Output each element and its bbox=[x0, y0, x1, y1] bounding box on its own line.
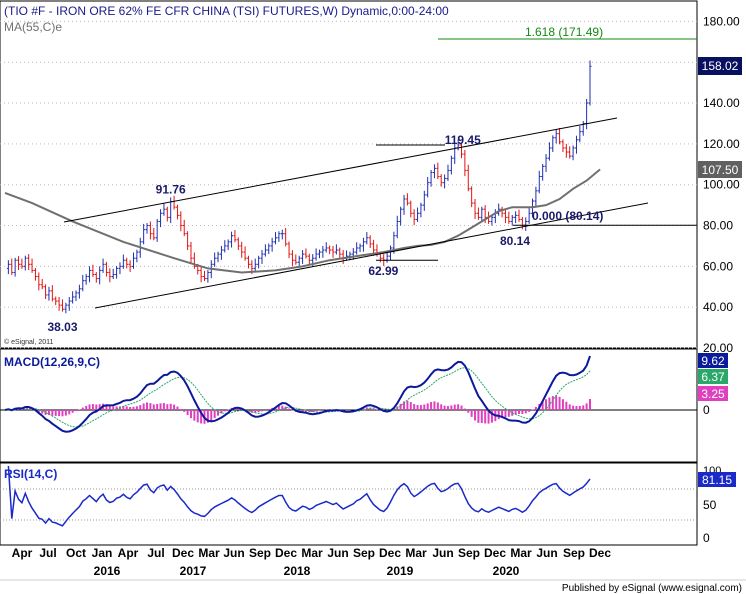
x-month-label: Apr bbox=[12, 546, 33, 560]
price-annotation: 91.76 bbox=[156, 183, 186, 197]
x-month-label: Jun bbox=[536, 546, 557, 560]
fib-zero-label: 0.000 (80.14) bbox=[532, 209, 603, 223]
x-month-label: Jul bbox=[39, 546, 56, 560]
x-year-label: 2017 bbox=[180, 564, 207, 578]
rsi-panel: RSI(14,C) 100 50 0 81.15 bbox=[0, 462, 736, 546]
x-month-label: Mar bbox=[198, 546, 220, 560]
rsi-title: RSI(14,C) bbox=[4, 467, 57, 481]
channel-upper-line bbox=[63, 117, 618, 223]
price-annotation: 80.14 bbox=[500, 234, 530, 248]
ma55-line bbox=[4, 168, 601, 274]
x-month-label: Dec bbox=[379, 546, 401, 560]
x-month-label: Dec bbox=[484, 546, 506, 560]
x-year-label: 2020 bbox=[493, 564, 520, 578]
fib-1618-label: 1.618 (171.49) bbox=[525, 25, 603, 39]
x-month-label: Mar bbox=[405, 546, 427, 560]
last-price-label: 158.02 bbox=[702, 59, 739, 73]
macd-value-box bbox=[698, 353, 728, 368]
macd-line bbox=[4, 355, 591, 433]
price-tick-label: 180.00 bbox=[703, 14, 740, 28]
x-month-label: Sep bbox=[458, 546, 480, 560]
x-month-label: Dec bbox=[275, 546, 297, 560]
price-tick-label: 40.00 bbox=[703, 300, 733, 314]
trend-channel bbox=[63, 117, 697, 309]
macd-histogram bbox=[7, 395, 591, 424]
rsi-value: 81.15 bbox=[702, 473, 732, 487]
hist-value-box bbox=[698, 386, 728, 401]
price-tick-label: 80.00 bbox=[703, 219, 733, 233]
x-month-label: Jun bbox=[223, 546, 244, 560]
x-month-label: Dec bbox=[172, 546, 194, 560]
ma-label: MA(55,C)e bbox=[4, 20, 62, 34]
x-month-label: Jul bbox=[147, 546, 164, 560]
price-panel: 180.00160.00140.00120.00100.0080.0060.00… bbox=[0, 0, 742, 355]
channel-lower-line bbox=[94, 202, 649, 309]
macd-zero-tick: 0 bbox=[703, 403, 710, 417]
price-tick-label: 100.00 bbox=[703, 178, 740, 192]
rsi-line bbox=[7, 465, 591, 527]
x-year-label: 2016 bbox=[94, 564, 121, 578]
price-tick-label: 120.00 bbox=[703, 137, 740, 151]
x-month-label: Sep bbox=[563, 546, 585, 560]
ma-value-box bbox=[698, 161, 742, 178]
hist-value: 3.25 bbox=[701, 387, 725, 401]
footer-credit: Published by eSignal (www.esignal.com) bbox=[562, 583, 742, 594]
x-year-label: 2019 bbox=[387, 564, 414, 578]
x-month-label: Sep bbox=[353, 546, 375, 560]
x-month-label: Mar bbox=[510, 546, 532, 560]
price-annotation: 62.99 bbox=[368, 264, 398, 278]
rsi-value-box bbox=[698, 472, 736, 487]
macd-panel: MACD(12,26,9,C) 0 9.62 6.37 3.25 bbox=[0, 348, 728, 463]
price-panel-frame bbox=[0, 0, 698, 349]
x-month-label: Oct bbox=[66, 546, 86, 560]
macd-title: MACD(12,26,9,C) bbox=[4, 355, 100, 369]
macd-panel-frame bbox=[0, 348, 698, 463]
rsi-panel-frame bbox=[0, 462, 698, 546]
price-tick-label: 60.00 bbox=[703, 259, 733, 273]
ma-value-label: 107.50 bbox=[702, 163, 739, 177]
x-year-label: 2018 bbox=[284, 564, 311, 578]
price-tick-label: 20.00 bbox=[703, 341, 733, 355]
signal-value-box bbox=[698, 369, 728, 384]
price-annotations: 91.76 38.03 119.45 62.99 80.140.000 (80.14) bbox=[47, 133, 603, 334]
price-annotation: 38.03 bbox=[47, 320, 77, 334]
last-price-box bbox=[698, 57, 742, 75]
rsi-tick-0: 0 bbox=[703, 531, 710, 545]
macd-signal-line bbox=[4, 367, 591, 428]
x-axis: Apr Jul Oct Jan Apr Jul Dec Mar Jun Sep Dec Mar Jun S… bbox=[12, 546, 612, 578]
x-month-label: Jan bbox=[92, 546, 113, 560]
x-month-label: Jun bbox=[327, 546, 348, 560]
x-month-label: Apr bbox=[118, 546, 139, 560]
x-month-label: Dec bbox=[589, 546, 611, 560]
chart-title: (TIO #F - IRON ORE 62% FE CFR CHINA (TSI… bbox=[4, 4, 449, 18]
price-annotation: 119.45 bbox=[445, 133, 481, 147]
macd-value: 9.62 bbox=[701, 354, 725, 368]
price-y-axis: 180.00160.00140.00120.00100.0080.0060.00… bbox=[703, 14, 740, 355]
x-month-label: Jun bbox=[432, 546, 453, 560]
signal-value: 6.37 bbox=[701, 370, 725, 384]
price-tick-label: 140.00 bbox=[703, 96, 740, 110]
copyright-label: © eSignal, 2011 bbox=[4, 338, 54, 346]
x-month-label: Mar bbox=[301, 546, 323, 560]
x-month-label: Sep bbox=[249, 546, 271, 560]
rsi-tick-50: 50 bbox=[703, 498, 717, 512]
